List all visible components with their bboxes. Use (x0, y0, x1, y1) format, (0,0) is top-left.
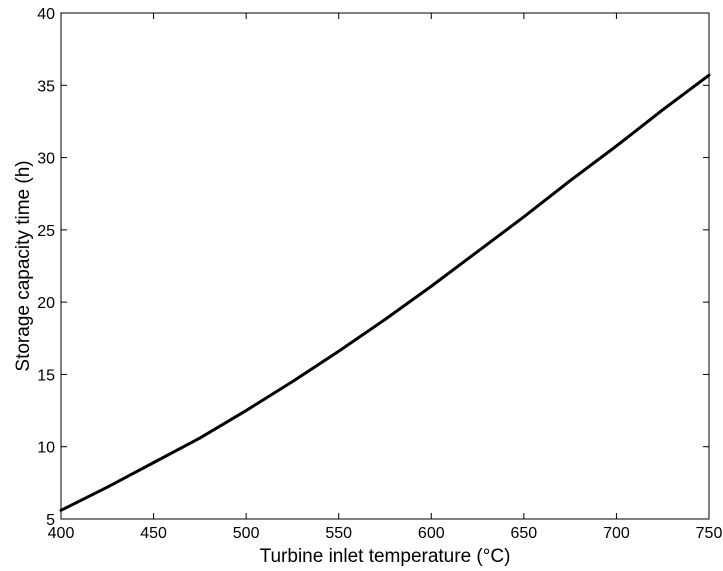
y-tick-label: 15 (37, 367, 55, 384)
x-tick-label: 450 (140, 525, 167, 542)
axis-ticks: 400 450 500 550 600 650 700 750 5 10 15 20 25 30 35 40 (37, 6, 722, 542)
x-tick-label: 650 (511, 525, 538, 542)
x-tick-label: 700 (603, 525, 630, 542)
plot-area (60, 12, 710, 520)
y-tick-label: 20 (37, 295, 55, 312)
x-tick-label: 550 (325, 525, 352, 542)
x-tick-label: 750 (696, 525, 723, 542)
x-tick-label: 600 (418, 525, 445, 542)
y-tick-label: 5 (46, 512, 55, 529)
y-tick-label: 30 (37, 151, 55, 168)
y-axis-title: Storage capacity time (h) (13, 160, 34, 371)
x-tick-label: 400 (48, 525, 75, 542)
x-axis-title: Turbine inlet temperature (°C) (260, 546, 511, 567)
y-tick-label: 35 (37, 78, 55, 95)
y-tick-label: 40 (37, 6, 55, 23)
y-tick-label: 25 (37, 223, 55, 240)
series-group (59, 73, 711, 512)
y-tick-label: 10 (37, 440, 55, 457)
series-line-0 (59, 73, 711, 512)
x-tick-label: 500 (233, 525, 260, 542)
